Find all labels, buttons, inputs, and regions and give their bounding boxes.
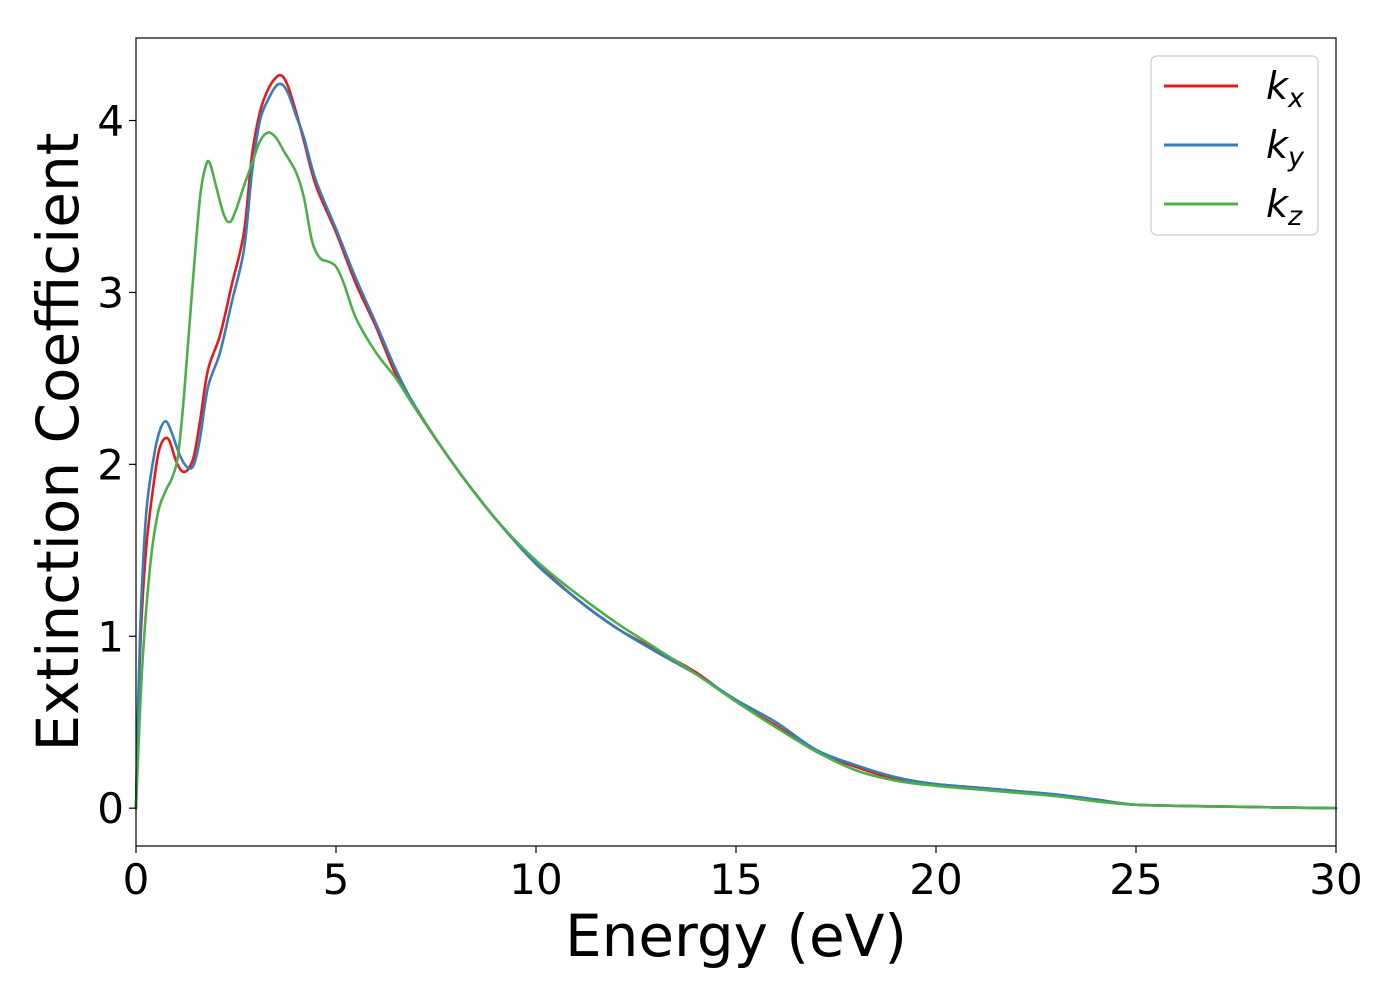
series-line-ky xyxy=(134,82,1338,810)
y-tick-label: 4 xyxy=(97,97,124,146)
y-tick-label: 1 xyxy=(97,612,124,661)
x-tick-label: 30 xyxy=(1309,855,1362,904)
x-tick-label: 20 xyxy=(909,855,962,904)
y-tick-label: 2 xyxy=(97,440,124,489)
y-axis-ticks: 0 1 2 3 4 xyxy=(97,97,136,833)
x-tick-label: 5 xyxy=(323,855,350,904)
legend-label: kx xyxy=(1266,64,1305,114)
y-axis-label: Extinction Coefficient xyxy=(24,133,92,752)
series-line-kx xyxy=(134,73,1338,810)
legend-item-ky: ky xyxy=(1164,123,1305,173)
x-tick-label: 0 xyxy=(123,855,150,904)
series-line-kz xyxy=(134,131,1338,810)
y-tick-label: 3 xyxy=(97,268,124,317)
legend-label: ky xyxy=(1266,123,1305,173)
series-layer xyxy=(134,73,1338,810)
x-axis-label: Energy (eV) xyxy=(565,902,907,970)
legend-item-kx: kx xyxy=(1164,64,1305,114)
x-tick-label: 10 xyxy=(509,855,562,904)
x-axis-ticks: 0 5 10 15 20 25 30 xyxy=(123,846,1363,904)
y-tick-label: 0 xyxy=(97,784,124,833)
x-tick-label: 15 xyxy=(709,855,762,904)
x-tick-label: 25 xyxy=(1109,855,1162,904)
